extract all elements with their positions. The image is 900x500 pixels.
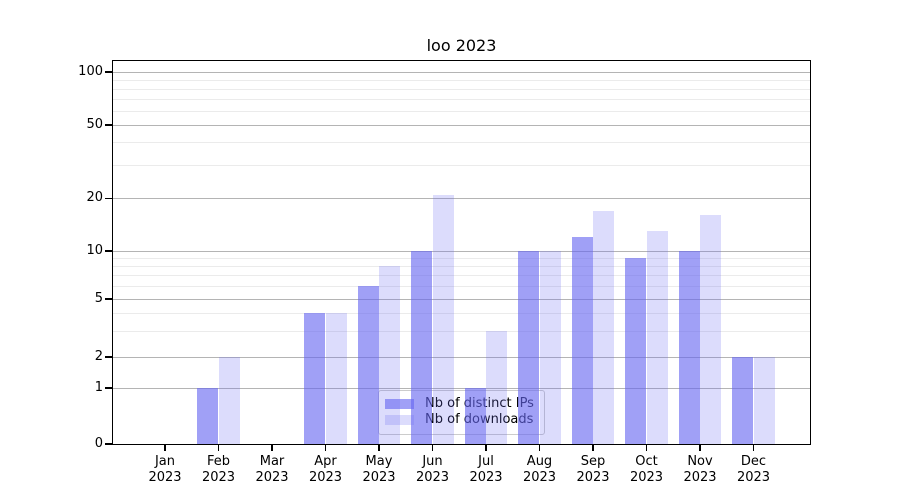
bar-ips-nov [678,251,700,444]
gridline-minor-8 [113,265,810,267]
y-tick-mark-10 [105,250,112,252]
bar-downloads-aug [539,251,561,444]
x-tick-mark-jun [431,445,434,452]
gridline-major-20 [113,198,810,199]
bar-ips-aug [518,251,540,444]
axis-spine-left [111,60,113,445]
x-tick-label-jan: Jan 2023 [148,454,182,485]
gridline-major-10 [113,250,810,252]
x-tick-label-may: May 2023 [362,454,396,485]
gridline-minor-7 [113,275,810,277]
x-tick-mark-nov [699,445,701,452]
gridline-minor-40 [113,142,810,144]
y-tick-label-50: 50 [86,116,103,132]
gridline-major-1 [113,387,810,389]
y-tick-label-10: 10 [86,242,103,258]
bar-downloads-apr [325,313,347,444]
gridline-minor-4 [113,312,810,314]
x-tick-label-dec: Dec 2023 [736,454,771,485]
x-tick-label-nov: Nov 2023 [683,454,717,485]
gridline-major-50 [113,124,810,126]
gridline-minor-6 [113,285,810,287]
y-tick-mark-2 [105,356,112,358]
bar-downloads-feb [218,357,240,444]
x-tick-mark-may [378,445,380,452]
gridline-minor-9 [113,257,810,259]
x-tick-label-feb: Feb 2023 [201,454,236,485]
x-tick-label-oct: Oct 2023 [629,454,664,485]
x-tick-mark-jul [485,445,487,452]
gridline-minor-30 [113,165,810,167]
x-tick-label-mar: Mar 2023 [255,454,289,485]
x-tick-label-sep: Sep 2023 [576,454,610,485]
x-tick-mark-sep [592,445,594,452]
x-tick-mark-dec [752,445,755,452]
y-tick-mark-0 [105,443,112,445]
legend: Nb of distinct IPsNb of downloads [378,390,545,435]
x-tick-mark-oct [645,445,648,452]
gridline-major-100 [113,71,810,73]
x-tick-mark-jan [164,445,166,452]
x-tick-label-jun: Jun 2023 [415,454,450,485]
x-tick-label-apr: Apr 2023 [308,454,343,485]
bar-ips-dec [732,357,754,444]
bar-downloads-jul [486,331,508,444]
axis-spine-right [810,60,812,445]
y-tick-label-0: 0 [94,435,103,451]
y-tick-mark-5 [105,298,112,300]
x-tick-mark-aug [538,445,541,452]
bar-ips-jun [411,251,433,444]
x-tick-mark-apr [324,445,327,452]
y-tick-label-2: 2 [94,348,103,364]
y-tick-label-1: 1 [94,379,103,395]
gridline-major-5 [113,298,810,300]
bar-ips-feb [197,388,219,444]
gridline-major-2 [113,356,810,358]
gridline-minor-70 [113,98,810,100]
x-tick-label-aug: Aug 2023 [522,454,557,485]
bar-downloads-dec [753,357,775,444]
bar-ips-jul [464,388,486,444]
gridline-minor-90 [113,79,810,81]
bar-ips-sep [571,237,593,444]
x-tick-label-jul: Jul 2023 [469,454,503,485]
gridline-minor-60 [113,110,810,112]
y-tick-mark-1 [105,387,112,389]
bar-ips-oct [625,258,647,444]
gridline-minor-3 [113,330,810,332]
x-tick-mark-mar [271,445,273,452]
gridline-minor-80 [113,88,810,90]
bar-downloads-oct [646,231,668,444]
bar-downloads-sep [593,210,615,444]
x-tick-mark-feb [217,445,220,452]
axis-spine-top [111,59,812,61]
y-tick-mark-50 [105,124,112,126]
axis-spine-bottom [111,444,812,446]
bar-downloads-jun [432,194,454,444]
bar-downloads-nov [700,215,722,444]
bar-ips-apr [304,313,326,444]
y-tick-label-5: 5 [94,290,103,306]
bar-downloads-may [379,266,401,444]
bar-ips-may [357,286,379,444]
y-tick-label-100: 100 [78,63,103,79]
y-tick-mark-100 [105,71,112,73]
legend-swatch-ips [385,399,414,409]
y-tick-label-20: 20 [86,190,103,205]
legend-swatch-downloads [385,415,414,425]
chart-title: loo 2023 [426,36,497,55]
y-tick-mark-20 [105,197,112,200]
